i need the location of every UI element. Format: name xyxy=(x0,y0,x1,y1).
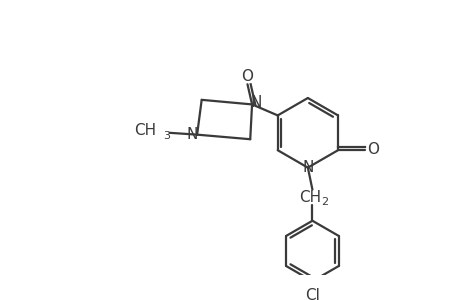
Text: N: N xyxy=(302,160,313,175)
Text: 3: 3 xyxy=(163,131,170,142)
Text: CH: CH xyxy=(299,190,321,205)
Text: N: N xyxy=(186,127,198,142)
Text: O: O xyxy=(366,142,378,157)
Text: O: O xyxy=(241,69,253,84)
Text: N: N xyxy=(251,95,262,110)
Text: 2: 2 xyxy=(320,196,327,206)
Text: CH: CH xyxy=(134,123,156,138)
Text: Cl: Cl xyxy=(304,288,319,300)
